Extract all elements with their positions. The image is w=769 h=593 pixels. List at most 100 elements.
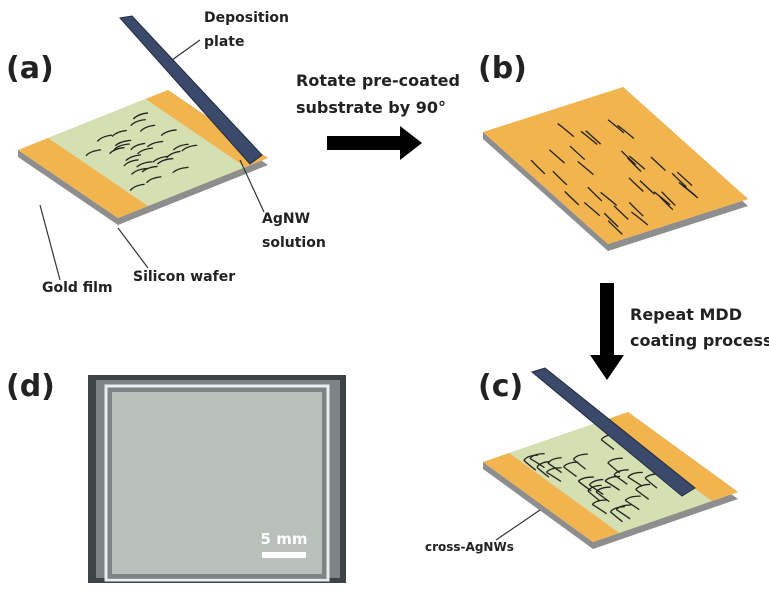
nanowire (172, 143, 189, 151)
nanowire (530, 159, 546, 175)
nanowire (644, 477, 658, 489)
nanowire (545, 467, 562, 473)
label: Deposition (204, 10, 289, 26)
label: AgNW (262, 211, 310, 227)
nanowire (529, 457, 545, 469)
nanowire (635, 489, 650, 500)
label: plate (204, 34, 244, 50)
nanowire (678, 182, 696, 197)
leader (171, 39, 201, 61)
nanowire (615, 504, 632, 511)
nanowire (613, 469, 629, 476)
nanowire (613, 205, 629, 220)
leader (117, 227, 149, 269)
nanowire (587, 484, 602, 492)
nanowire (157, 157, 174, 165)
panel-label: (a) (6, 51, 54, 86)
nanowire (137, 147, 154, 155)
deposition-plate (119, 15, 263, 165)
nanowire (613, 474, 628, 485)
nanowire (624, 495, 641, 501)
nanowire (631, 211, 649, 226)
nanowire (572, 453, 588, 460)
nanowire (130, 119, 146, 127)
nanowire (131, 167, 147, 175)
nanowire (676, 171, 693, 187)
nanowire (152, 155, 169, 163)
nanowire (628, 201, 644, 217)
panel-label: (d) (6, 369, 55, 404)
label: coating process (630, 331, 769, 350)
nanowire (589, 484, 604, 495)
nanowire (609, 506, 625, 513)
nanowire (569, 145, 586, 161)
nanowire (615, 509, 631, 520)
label: Rotate pre-coated (296, 71, 460, 90)
nanowire (557, 123, 575, 138)
nanowire (572, 458, 587, 470)
nanowire (595, 491, 610, 503)
nanowire (547, 457, 562, 464)
nanowire (607, 457, 623, 464)
nanowire (523, 459, 537, 471)
panel-label: (b) (478, 51, 527, 86)
nanowire (552, 170, 568, 186)
nanowire (661, 191, 676, 207)
leader (495, 509, 541, 541)
leader (239, 159, 265, 213)
nanowire (109, 146, 125, 155)
nanowire (620, 150, 637, 166)
nanowire (671, 172, 687, 188)
leader (39, 204, 61, 281)
nanowire (587, 490, 601, 502)
arrow-down (590, 283, 624, 380)
label: solution (262, 235, 326, 251)
label: Repeat MDD (630, 305, 742, 324)
nanowire (145, 176, 162, 184)
nanowire (114, 139, 132, 147)
label: Silicon wafer (133, 269, 235, 285)
nanowire (607, 119, 625, 134)
nanowire (588, 478, 604, 486)
nanowire (595, 486, 611, 493)
nanowire (591, 499, 608, 505)
nanowire (146, 140, 164, 148)
nanowire (591, 503, 607, 515)
nanowire (626, 157, 642, 172)
nanowire (583, 201, 601, 217)
nanowire (564, 190, 580, 206)
nanowire (523, 454, 539, 461)
nanowire (547, 462, 563, 474)
nanowire (181, 144, 198, 152)
photo-edge (104, 384, 330, 582)
nanowire (607, 462, 621, 474)
nanowire (111, 129, 127, 138)
nanowire (132, 112, 149, 120)
nanowire (627, 476, 643, 487)
nanowire (85, 149, 102, 157)
shapes (18, 15, 748, 549)
nanowire (563, 461, 579, 468)
nanowire (139, 124, 156, 132)
nanowire (603, 212, 619, 228)
nanowire (577, 476, 594, 482)
nanowire (113, 143, 130, 151)
deposition-plate (530, 367, 696, 497)
label: cross-AgNWs (425, 540, 514, 554)
nanowire (604, 480, 620, 491)
nanowire (628, 155, 646, 170)
nanowire (604, 475, 621, 482)
nanowire (617, 124, 635, 139)
panel-label: (c) (478, 369, 523, 404)
label: substrate by 90° (296, 98, 446, 117)
nanowire (160, 129, 177, 137)
nanowire (125, 154, 142, 162)
nanowire (546, 471, 562, 482)
nanowire (653, 191, 671, 206)
nanowire (548, 149, 565, 164)
scale-label: 5 mm (261, 530, 308, 548)
gold-film (483, 87, 748, 244)
nanowire (635, 483, 651, 491)
nanowire (123, 159, 139, 167)
